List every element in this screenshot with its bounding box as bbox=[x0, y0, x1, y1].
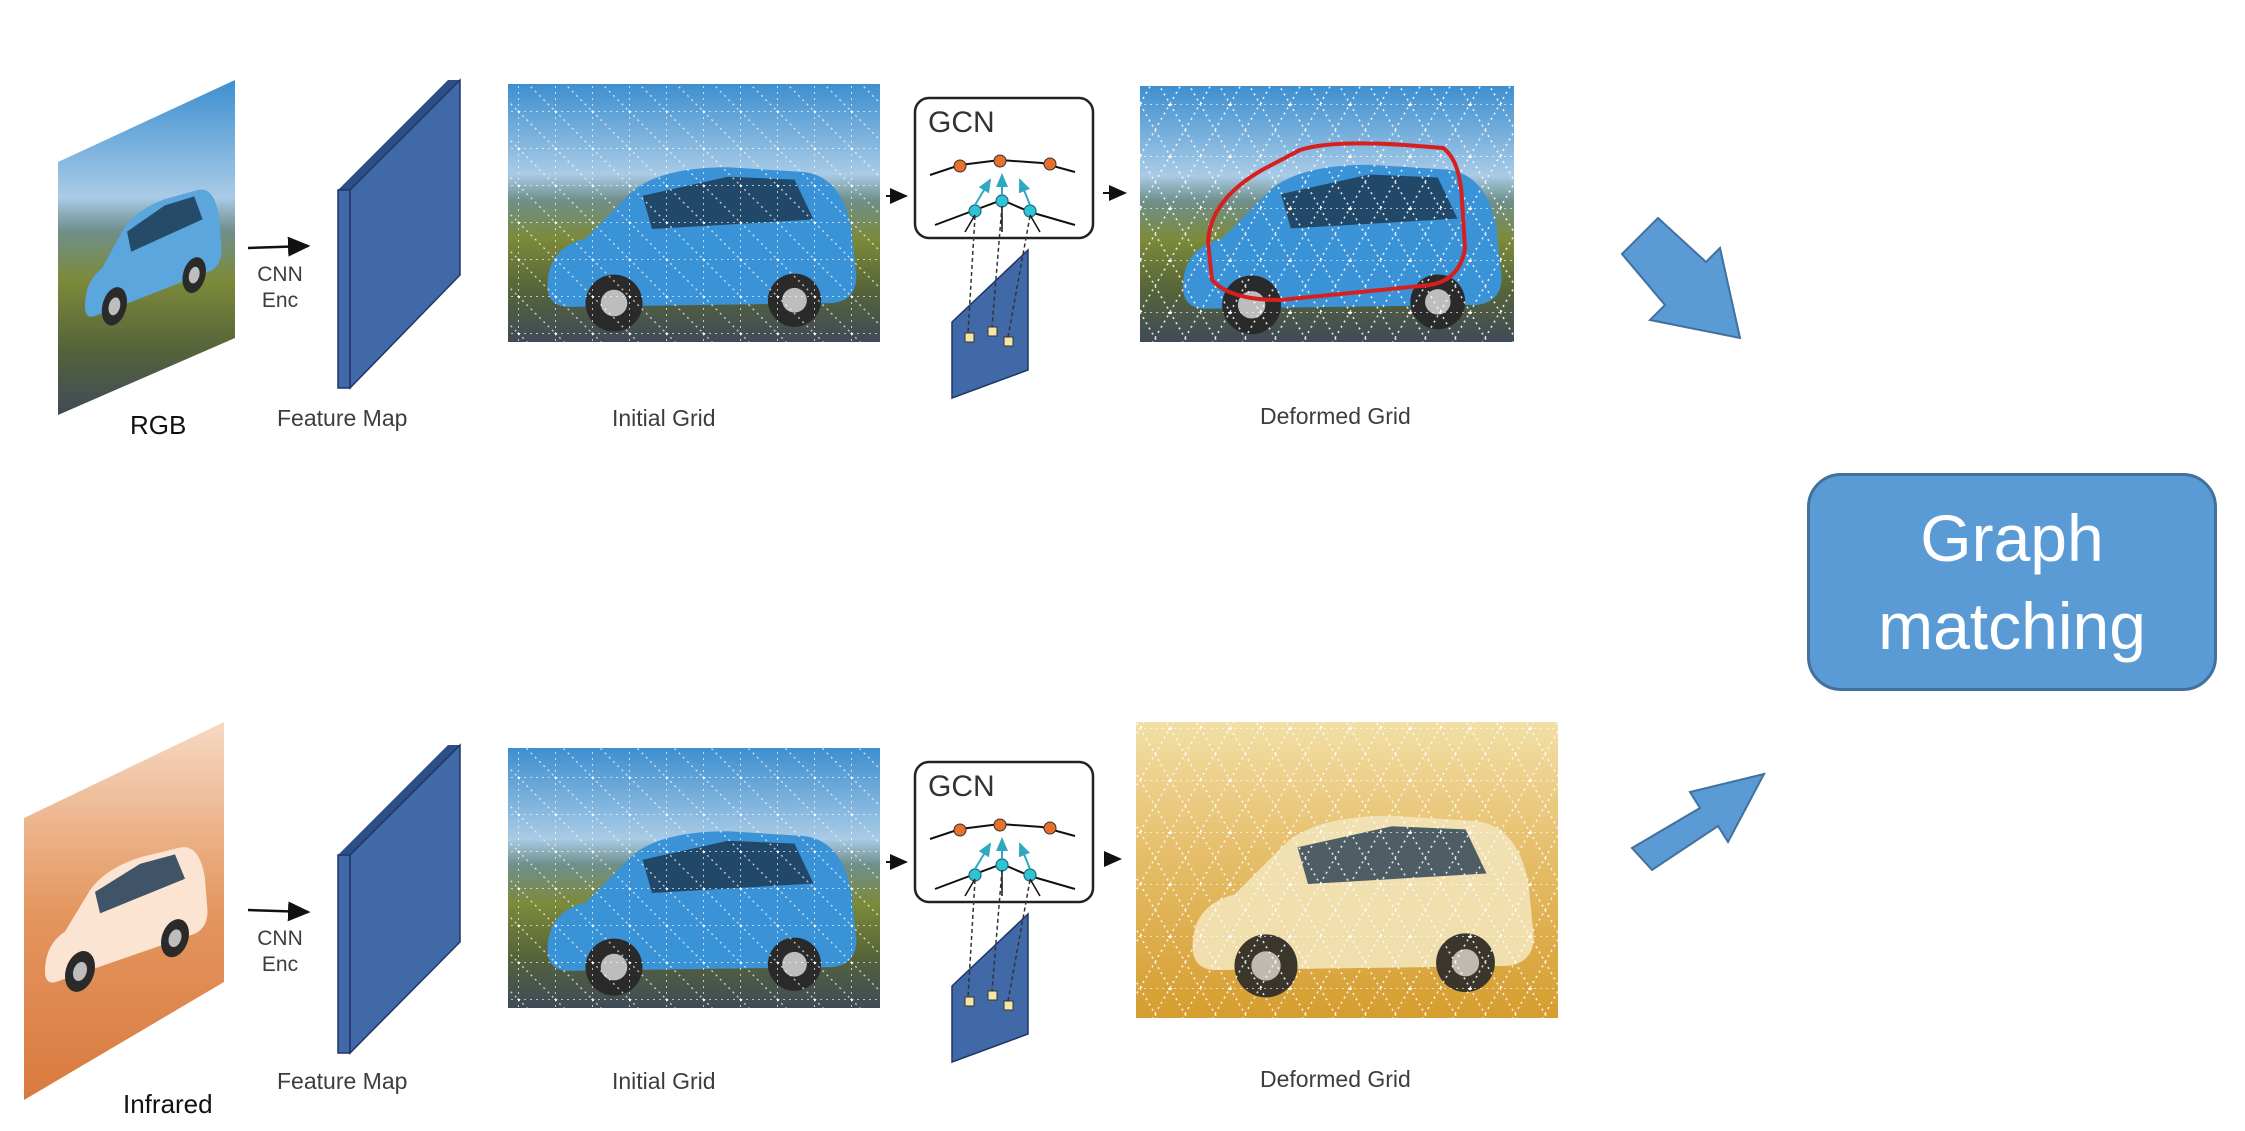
encoder-label-line2-ir: Enc bbox=[261, 953, 299, 976]
infrared-deformed-grid bbox=[1136, 722, 1558, 1018]
rgb-initial-grid-label: Initial Grid bbox=[612, 405, 716, 431]
encoder-label-line1-ir: CNN bbox=[257, 927, 303, 950]
rgb-gcn-block: GCN bbox=[913, 96, 1095, 400]
infrared-encoder-label: CNN Enc bbox=[240, 926, 320, 978]
rgb-deformed-grid-label: Deformed Grid bbox=[1260, 403, 1411, 429]
rgb-feature-map bbox=[337, 78, 461, 390]
rgb-input-image bbox=[58, 80, 235, 415]
rgb-deformed-grid bbox=[1140, 86, 1514, 342]
infrared-feature-map bbox=[337, 743, 461, 1055]
gcn-label: GCN bbox=[928, 106, 995, 139]
row-rgb: GCN bbox=[58, 78, 1742, 415]
graph-matching-box: Graph matching bbox=[1807, 473, 2217, 691]
infrared-gcn-block: GCN bbox=[913, 760, 1095, 1064]
encoder-label-line1: CNN bbox=[257, 263, 303, 286]
infrared-initial-grid-label: Initial Grid bbox=[612, 1068, 716, 1094]
infrared-input-image bbox=[24, 722, 224, 1100]
infrared-input-label: Infrared bbox=[123, 1089, 213, 1119]
row-infrared: GCN bbox=[24, 722, 1766, 1100]
infrared-initial-grid bbox=[508, 748, 880, 1008]
rgb-encoder-label: CNN Enc bbox=[240, 262, 320, 314]
rgb-input-label: RGB bbox=[130, 410, 187, 440]
rgb-to-matching-arrow bbox=[1620, 216, 1742, 340]
cnn-encoder-arrow bbox=[247, 236, 311, 257]
rgb-initial-grid bbox=[508, 84, 880, 342]
object-contour bbox=[1205, 141, 1468, 303]
infrared-to-matching-arrow bbox=[1630, 772, 1766, 872]
infrared-deformed-grid-label: Deformed Grid bbox=[1260, 1066, 1411, 1092]
graph-matching-line2: matching bbox=[1878, 589, 2146, 663]
graph-matching-line1: Graph bbox=[1920, 501, 2104, 575]
gcn-label-ir: GCN bbox=[928, 770, 995, 803]
encoder-label-line2: Enc bbox=[261, 289, 299, 312]
rgb-feature-map-label: Feature Map bbox=[277, 405, 408, 431]
infrared-feature-map-label: Feature Map bbox=[277, 1068, 408, 1094]
cnn-encoder-arrow-ir bbox=[247, 901, 311, 922]
